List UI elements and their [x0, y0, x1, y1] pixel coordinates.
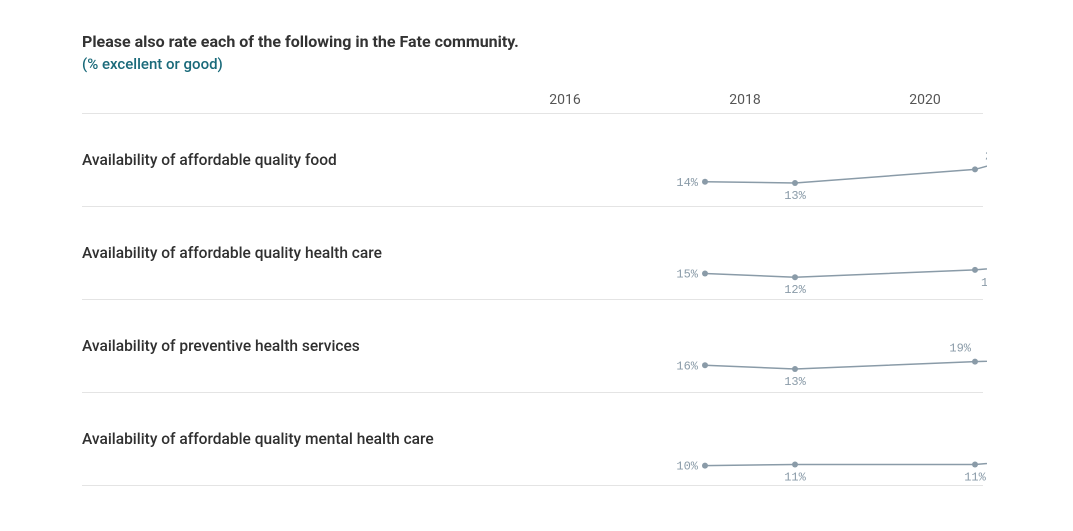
point-marker: [702, 271, 708, 277]
point-marker: [792, 461, 798, 467]
chart-row: Availability of preventive health servic…: [82, 299, 983, 392]
point-label: 15%: [676, 268, 698, 282]
chart-row: Availability of affordable quality healt…: [82, 206, 983, 299]
point-marker: [792, 180, 798, 186]
point-marker: [972, 166, 978, 172]
point-marker: [702, 179, 708, 185]
point-label: 11%: [964, 470, 986, 484]
row-sparkline: 15%12%18%24%: [527, 207, 987, 300]
point-label: 18%: [981, 276, 987, 290]
chart-subtitle: (% excellent or good): [82, 55, 983, 73]
year-label: 2016: [549, 92, 580, 108]
chart-row: Availability of affordable quality food 1…: [82, 113, 983, 206]
point-marker: [972, 267, 978, 273]
row-sparkline: 14%13%24%44%: [527, 114, 987, 207]
point-label: 13%: [784, 375, 806, 389]
point-marker: [702, 362, 708, 368]
row-label: Availability of affordable quality healt…: [82, 207, 527, 299]
chart-row: Availability of affordable quality menta…: [82, 392, 983, 485]
point-label: 13%: [784, 189, 806, 203]
point-label: 11%: [784, 470, 806, 484]
point-marker: [792, 366, 798, 372]
point-marker: [972, 461, 978, 467]
row-label: Availability of affordable quality menta…: [82, 393, 527, 485]
row-label: Availability of preventive health servic…: [82, 300, 527, 392]
chart-container: 2016201820202022Availability of affordab…: [82, 89, 983, 486]
point-marker: [702, 463, 708, 469]
year-label: 2020: [909, 92, 940, 108]
point-label: 14%: [676, 176, 698, 190]
point-label: 16%: [676, 359, 698, 373]
chart-title: Please also rate each of the following i…: [82, 32, 983, 51]
row-label: Availability of affordable quality food: [82, 114, 527, 206]
year-label: 2018: [729, 92, 760, 108]
row-sparkline: 10%11%11%17%: [527, 393, 987, 486]
point-label: 19%: [949, 342, 971, 356]
point-label: 24%: [985, 149, 987, 163]
row-sparkline: 16%13%19%21%: [527, 300, 987, 393]
point-label: 12%: [784, 283, 806, 297]
point-label: 10%: [676, 460, 698, 474]
point-marker: [972, 359, 978, 365]
point-marker: [792, 274, 798, 280]
